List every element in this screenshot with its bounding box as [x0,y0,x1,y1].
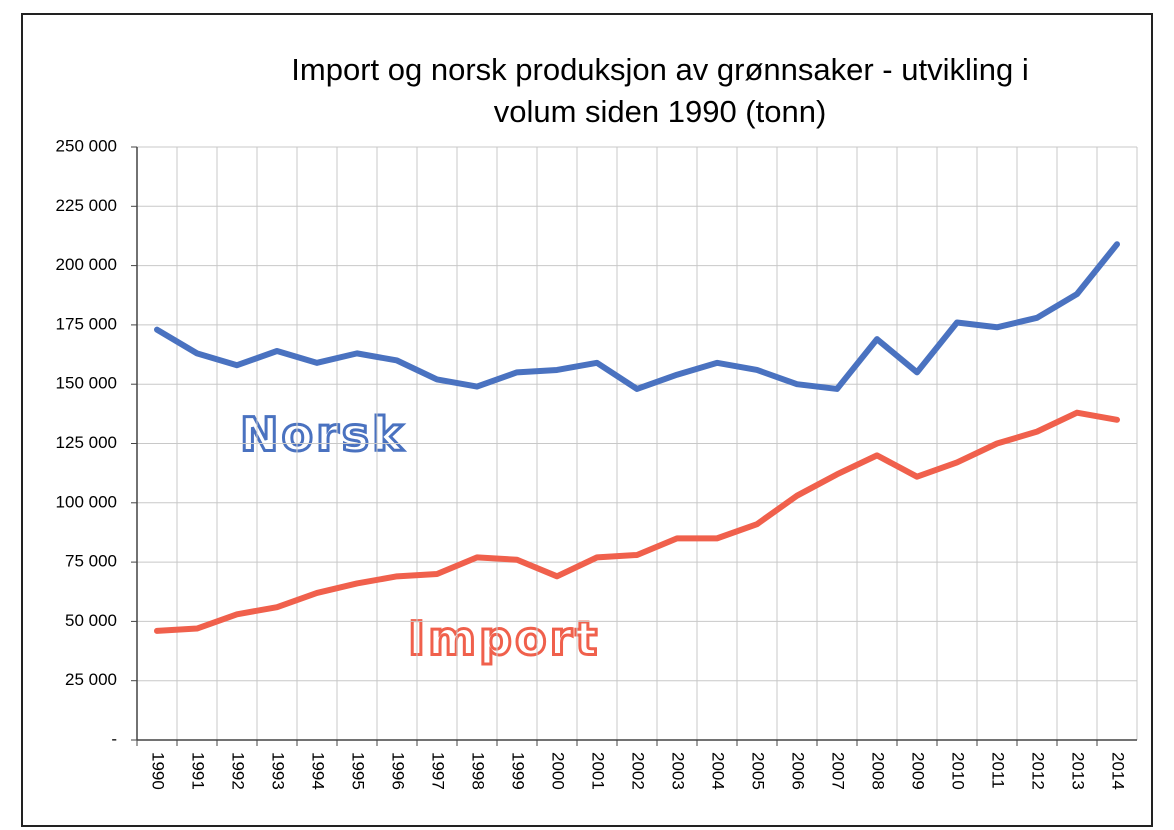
x-tick-label: 1998 [469,752,488,790]
chart-title: volum siden 1990 (tonn) [494,94,827,129]
series-line [154,241,1120,392]
x-tick-label: 1992 [229,752,248,790]
x-tick-label: 2007 [829,752,848,790]
x-tick-label: 1996 [389,752,408,790]
x-tick-label: 1999 [509,752,528,790]
y-tick-label: 250 000 [56,136,117,155]
y-tick-label: 150 000 [56,374,117,393]
x-tick-label: 1991 [189,752,208,790]
series-label: Norsk [240,408,406,462]
x-tick-label: 2000 [549,752,568,790]
x-tick-label: 1994 [309,752,328,790]
y-tick-label: 175 000 [56,314,117,333]
y-tick-label: 125 000 [56,433,117,452]
y-tick-label: 75 000 [65,552,117,571]
x-tick-label: 2010 [949,752,968,790]
x-tick-label: 2012 [1029,752,1048,790]
x-tick-label: 1990 [149,752,168,790]
x-tick-label: 2014 [1109,752,1128,790]
x-tick-label: 2001 [589,752,608,790]
x-tick-label: 2002 [629,752,648,790]
x-tick-label: 2004 [709,752,728,790]
y-tick-label: - [111,729,117,748]
x-tick-label: 1995 [349,752,368,790]
chart-border [21,13,1153,827]
x-tick-label: 2008 [869,752,888,790]
x-tick-label: 2003 [669,752,688,790]
y-tick-label: 200 000 [56,255,117,274]
x-tick-label: 2005 [749,752,768,790]
chart-title: Import og norsk produksjon av grønnsaker… [291,52,1028,87]
x-tick-label: 1993 [269,752,288,790]
x-tick-label: 2011 [989,752,1008,789]
x-tick-label: 2013 [1069,752,1088,790]
y-tick-label: 100 000 [56,492,117,511]
y-tick-label: 25 000 [65,670,117,689]
x-tick-label: 2009 [909,752,928,790]
series-line [154,409,1120,634]
series-label: Import [408,612,600,666]
y-tick-label: 50 000 [65,611,117,630]
x-tick-label: 1997 [429,752,448,790]
x-tick-label: 2006 [789,752,808,790]
y-tick-label: 225 000 [56,196,117,215]
